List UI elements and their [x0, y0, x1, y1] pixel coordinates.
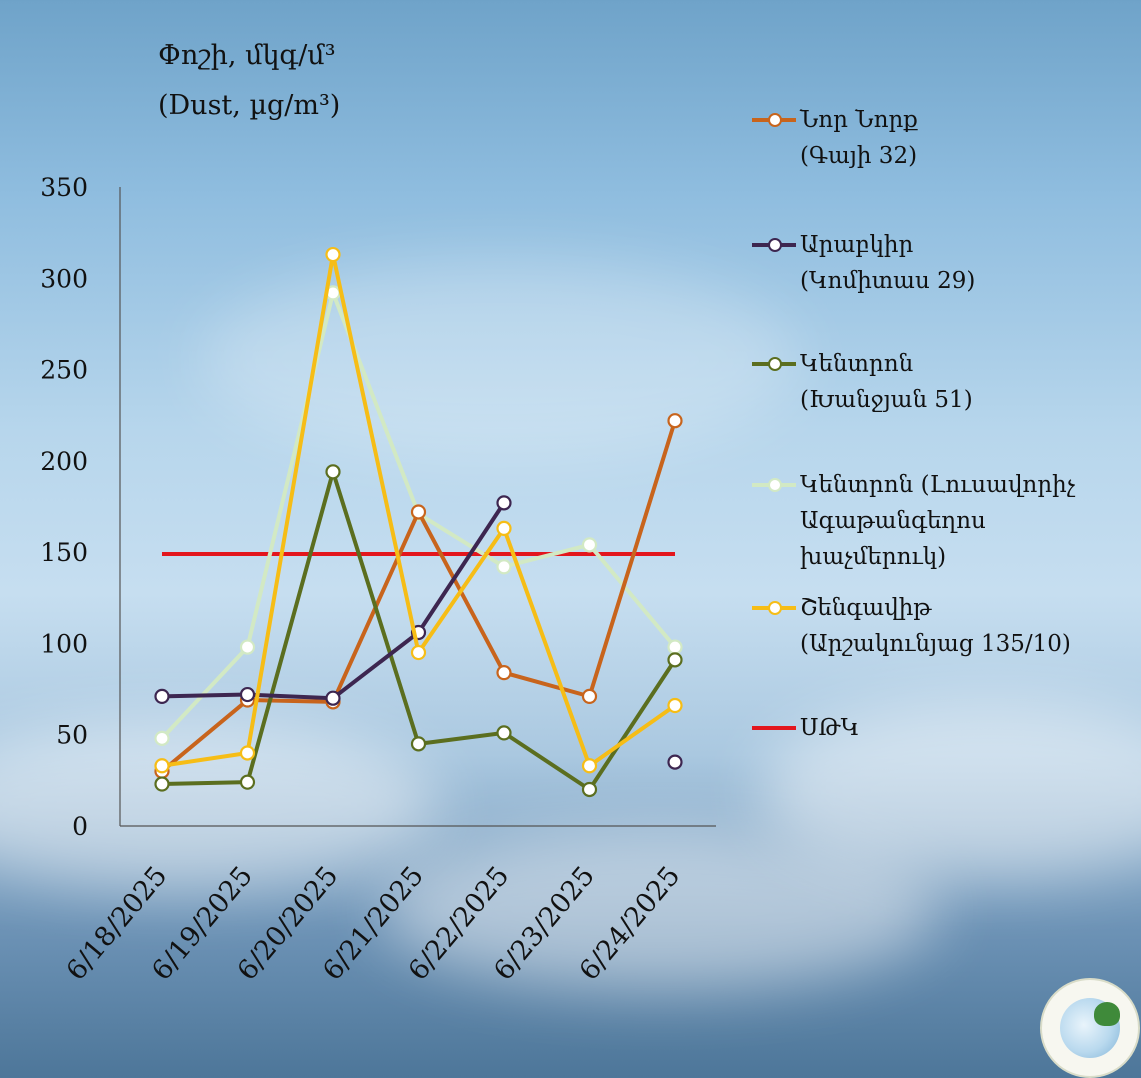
data-point	[667, 652, 683, 668]
legend-label: Կենտրոն (Լուսավորիչ	[800, 472, 1076, 498]
data-point	[496, 559, 512, 575]
data-point	[325, 690, 341, 706]
data-point	[581, 537, 598, 553]
legend-label-sub: Ագաթանգեղոս	[800, 508, 986, 534]
data-point	[239, 774, 256, 790]
data-point	[239, 686, 256, 703]
legend-label-sub: (Գայի 32)	[800, 143, 918, 169]
data-point	[667, 639, 683, 655]
ministry-logo	[1040, 978, 1140, 1078]
data-point	[154, 776, 170, 792]
data-point	[496, 665, 512, 681]
y-tick-label: 100	[40, 629, 88, 658]
y-tick-label: 250	[40, 356, 88, 385]
legend-label-sub: (Կոմիտաս 29)	[800, 268, 976, 294]
y-tick-label: 150	[40, 538, 88, 567]
data-point	[581, 688, 598, 704]
data-point	[496, 520, 512, 537]
data-point	[667, 754, 683, 770]
data-point	[410, 736, 427, 752]
data-point	[325, 246, 341, 263]
legend-label-sub2: խաչմերուկ)	[800, 544, 947, 570]
series-4	[154, 246, 683, 774]
legend-label: Նոր Նորք	[800, 107, 918, 133]
legend-label: ՍԹԿ	[800, 715, 860, 741]
data-point	[581, 781, 598, 798]
data-point	[325, 464, 341, 480]
legend-label-sub: (Խանջյան 51)	[800, 387, 973, 413]
data-point	[496, 495, 512, 511]
data-point	[667, 697, 683, 714]
y-tick-label: 50	[56, 721, 88, 750]
series-2	[154, 464, 683, 798]
legend-label-sub: (Արշակունյաց 135/10)	[800, 631, 1071, 657]
data-point	[581, 758, 598, 774]
y-tick-label: 350	[40, 173, 88, 202]
data-point	[239, 639, 256, 655]
tree-icon	[1094, 1002, 1120, 1026]
data-point	[239, 745, 256, 761]
data-point	[410, 644, 427, 661]
chart-title-line2: (Dust, µg/m³)	[158, 90, 341, 121]
series-0	[154, 413, 683, 779]
data-point	[410, 504, 427, 520]
series-1	[154, 495, 683, 770]
data-point	[496, 725, 512, 741]
legend-label: Շենգավիթ	[800, 595, 932, 621]
y-tick-label: 200	[40, 447, 88, 476]
legend-label: Կենտրոն	[800, 351, 914, 377]
data-point	[154, 688, 170, 704]
data-point	[154, 730, 170, 746]
data-point	[154, 758, 170, 774]
y-tick-label: 0	[72, 812, 88, 841]
series-line	[160, 420, 677, 773]
chart-title-line1: Փոշի, մկգ/մ³	[158, 40, 336, 71]
legend-label: Արաբկիր	[800, 232, 914, 258]
data-point	[667, 413, 683, 429]
y-tick-label: 300	[40, 264, 88, 293]
